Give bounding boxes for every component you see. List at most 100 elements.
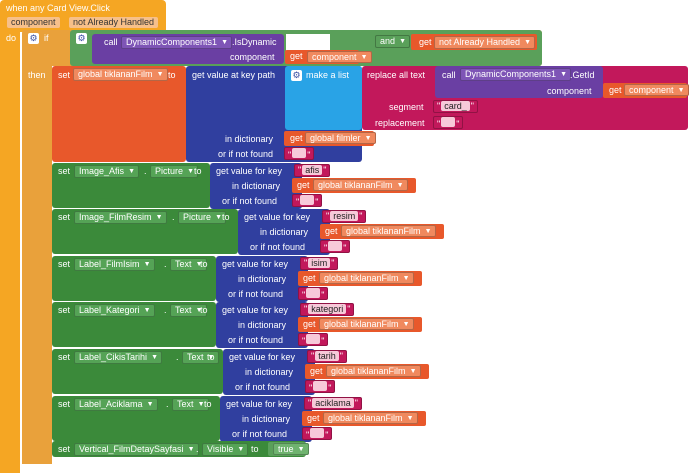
tiklanan-film-dropdown[interactable]: global tiklananFilm ▼	[319, 272, 414, 284]
set-label: set	[58, 305, 71, 315]
setter-component-dropdown[interactable]: Label_FilmIsim ▼	[74, 258, 155, 271]
get-value-for-key-block[interactable]	[223, 349, 315, 395]
setter-prop-dropdown[interactable]: Text ▼	[172, 398, 209, 411]
set-label: set	[58, 352, 71, 362]
visible-component-name: Vertical_FilmDetaySayfasi	[79, 444, 184, 454]
not-found-value[interactable]	[306, 288, 321, 298]
to-label: to	[204, 399, 212, 409]
list-gear-icon[interactable]: ⚙	[291, 70, 302, 81]
to-label: to	[168, 70, 176, 80]
global-var-name: global tiklananFilm	[78, 69, 153, 79]
key-text-block[interactable]: " resim "	[322, 210, 367, 223]
key-value[interactable]: tarih	[315, 351, 339, 361]
set-label: set	[58, 444, 71, 454]
not-found-value[interactable]	[310, 428, 325, 438]
dot-label: .	[172, 212, 175, 222]
event-title: when any Card View.Click	[6, 3, 110, 13]
setter-prop-dropdown[interactable]: Text ▼	[170, 258, 207, 271]
not-found-value[interactable]	[313, 381, 328, 391]
setter-prop-dropdown[interactable]: Picture ▼	[150, 165, 199, 178]
setter-prop-name: Picture	[183, 212, 212, 222]
not-found-text-block[interactable]: " "	[305, 380, 336, 393]
get-value-for-key-block[interactable]	[238, 209, 330, 255]
get-value-for-key-block[interactable]	[216, 302, 308, 348]
to-label: to	[251, 444, 259, 454]
setter-component-dropdown[interactable]: Label_Kategori ▼	[74, 304, 155, 317]
visible-component-dropdown[interactable]: Vertical_FilmDetaySayfasi ▼	[74, 443, 199, 456]
replacement-value[interactable]	[441, 117, 456, 127]
get-value-for-key-block[interactable]	[220, 396, 312, 442]
not-found-value[interactable]	[300, 195, 315, 205]
key-text-block[interactable]: " aciklama "	[304, 397, 362, 410]
segment-text-block[interactable]: " card_ "	[433, 100, 478, 113]
not-found-label: or if not found	[232, 429, 288, 439]
get-value-for-key-label: get value for key	[244, 212, 311, 222]
param-not-already-handled[interactable]: not Already Handled	[69, 17, 159, 28]
tiklanan-film-var: global tiklananFilm	[318, 180, 393, 190]
dot-label: .	[196, 444, 199, 454]
setter-component-dropdown[interactable]: Label_Aciklama ▼	[74, 398, 158, 411]
component-arg-label: component	[230, 52, 275, 62]
component-dropdown[interactable]: DynamicComponents1 ▼	[121, 36, 233, 49]
not-handled-dropdown[interactable]: not Already Handled ▼	[434, 36, 536, 49]
not-found-text-block[interactable]: " "	[292, 194, 323, 207]
key-text-block[interactable]: " isim "	[300, 257, 339, 270]
param-component[interactable]: component	[7, 17, 60, 28]
not-found-value[interactable]	[328, 241, 343, 251]
and-dropdown[interactable]: and ▼	[375, 35, 411, 48]
not-found-text-block[interactable]: " "	[284, 147, 315, 160]
get-label: get	[609, 85, 622, 95]
get-value-for-key-block[interactable]	[216, 256, 308, 302]
not-found-text-block[interactable]: " "	[298, 333, 329, 346]
get-label: get	[297, 180, 310, 190]
setter-prop-dropdown[interactable]: Picture ▼	[178, 211, 227, 224]
not-found-value[interactable]	[306, 334, 321, 344]
not-found-label: or if not found	[222, 196, 278, 206]
get-label: get	[290, 51, 303, 61]
tiklanan-film-dropdown[interactable]: global tiklananFilm ▼	[326, 365, 421, 377]
not-found-text-block[interactable]: " "	[298, 287, 329, 300]
global-var-dropdown[interactable]: global tiklananFilm ▼	[73, 68, 168, 81]
setter-prop-dropdown[interactable]: Text ▼	[182, 351, 219, 364]
get-label: get	[290, 133, 303, 143]
setter-prop-name: Text	[175, 305, 192, 315]
getid-component-dropdown[interactable]: DynamicComponents1 ▼	[460, 68, 572, 81]
set-global-film-block[interactable]	[52, 66, 186, 162]
and-gear-icon[interactable]: ⚙	[76, 33, 87, 44]
key-text-block[interactable]: " kategori "	[300, 303, 355, 316]
key-value[interactable]: resim	[330, 211, 359, 221]
in-dictionary-label: in dictionary	[238, 274, 287, 284]
not-found-label: or if not found	[250, 242, 306, 252]
set-label: set	[58, 399, 71, 409]
key-text-block[interactable]: " tarih "	[307, 350, 347, 363]
setter-component-dropdown[interactable]: Label_CikisTarihi ▼	[74, 351, 163, 364]
key-value[interactable]: afis	[302, 165, 323, 175]
getid-var-dropdown[interactable]: component ▼	[624, 84, 689, 96]
replacement-text-block[interactable]: " "	[433, 116, 464, 129]
visible-prop-dropdown[interactable]: Visible ▼	[202, 443, 249, 456]
segment-value[interactable]: card_	[441, 101, 470, 111]
key-value[interactable]: aciklama	[312, 398, 354, 408]
if-gear-icon[interactable]: ⚙	[28, 33, 39, 44]
key-value[interactable]: isim	[308, 258, 331, 268]
tiklanan-film-dropdown[interactable]: global tiklananFilm ▼	[319, 318, 414, 330]
key-text-block[interactable]: " afis "	[294, 164, 331, 177]
not-found-value[interactable]	[292, 148, 307, 158]
not-found-text-block[interactable]: " "	[302, 427, 333, 440]
get-value-for-key-block[interactable]	[210, 163, 302, 209]
get-value-for-key-label: get value for key	[222, 259, 289, 269]
not-found-text-block[interactable]: " "	[320, 240, 351, 253]
tiklanan-film-dropdown[interactable]: global tiklananFilm ▼	[323, 412, 418, 424]
setter-component-dropdown[interactable]: Image_Afis ▼	[74, 165, 140, 178]
setter-prop-dropdown[interactable]: Text ▼	[170, 304, 207, 317]
global-filmler-dropdown[interactable]: global filmler ▼	[305, 132, 376, 144]
true-dropdown[interactable]: true ▼	[273, 443, 309, 455]
to-label: to	[222, 212, 230, 222]
key-value[interactable]: kategori	[308, 304, 347, 314]
not-found-label: or if not found	[218, 149, 274, 159]
in-dictionary-label: in dictionary	[245, 367, 294, 377]
setter-component-dropdown[interactable]: Image_FilmResim ▼	[74, 211, 167, 224]
tiklanan-film-dropdown[interactable]: global tiklananFilm ▼	[341, 225, 436, 237]
component-var-dropdown[interactable]: component ▼	[307, 51, 372, 63]
tiklanan-film-dropdown[interactable]: global tiklananFilm ▼	[313, 179, 408, 191]
